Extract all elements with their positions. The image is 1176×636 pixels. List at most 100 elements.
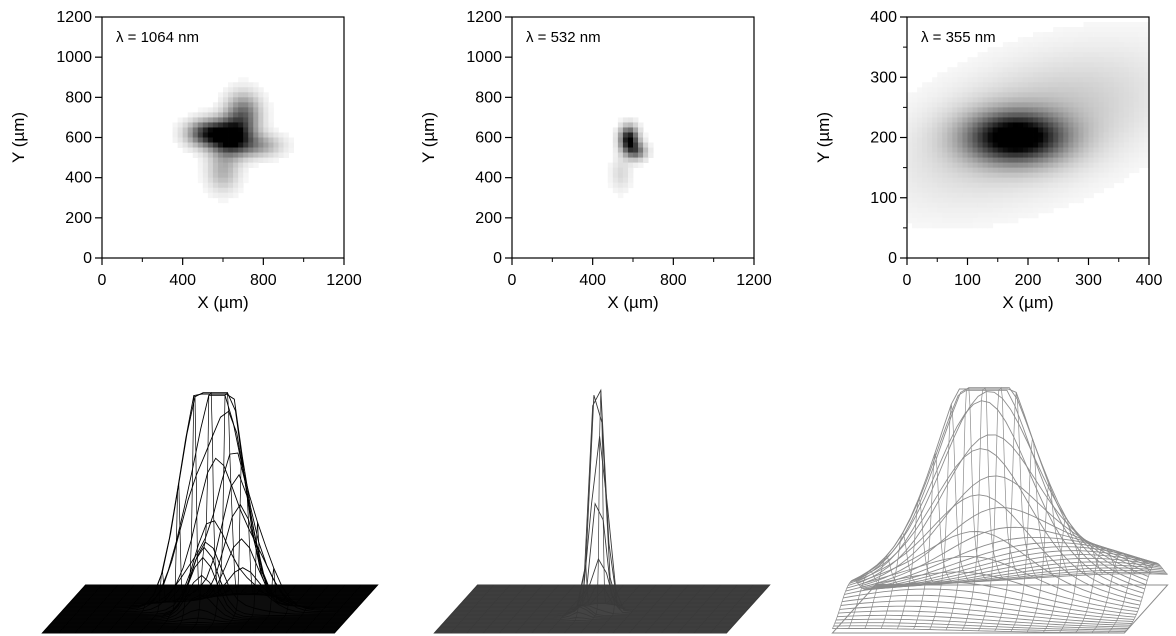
heatmap-cell	[942, 107, 948, 113]
heatmap-cell	[1058, 37, 1064, 43]
surface-line	[220, 457, 265, 634]
heatmap-cell	[1098, 177, 1105, 184]
heatmap-cell	[1088, 97, 1094, 103]
heatmap-cell	[223, 142, 229, 148]
heatmap-cell	[957, 147, 963, 153]
heatmap-cell	[1058, 42, 1064, 48]
surface-line	[171, 394, 216, 634]
heatmap-cell	[248, 82, 254, 88]
heatmap-cell	[1017, 212, 1024, 219]
heatmap-cell	[1058, 107, 1064, 113]
heatmap-cell	[927, 217, 933, 224]
heatmap-cell	[1053, 67, 1059, 73]
surface-line	[596, 584, 641, 634]
heatmap-cell	[962, 202, 968, 209]
heatmap-cell	[987, 187, 994, 194]
heatmap-cell	[228, 132, 234, 138]
heatmap-cell	[1093, 102, 1099, 108]
heatmap-cell	[617, 177, 624, 184]
heatmap-cell	[197, 142, 204, 148]
heatmap-cell	[202, 137, 209, 143]
heatmap-cell	[1028, 192, 1034, 199]
heatmap-cell	[1088, 137, 1094, 143]
heatmap-cell	[997, 177, 1004, 184]
heatmap-cell	[207, 172, 214, 179]
heatmap-cell	[1012, 137, 1019, 143]
heatmap-cell	[977, 97, 984, 103]
x-tick-label: 200	[1015, 272, 1042, 289]
heatmap-cell	[972, 187, 978, 194]
heatmap-cell	[1093, 67, 1099, 73]
heatmap-cell	[912, 177, 918, 184]
heatmap-cell	[1002, 97, 1009, 103]
heatmap-cell	[617, 157, 624, 163]
heatmap-cell	[238, 127, 244, 133]
heatmap-cell	[1133, 77, 1140, 83]
heatmap-cell	[987, 217, 994, 224]
heatmap-cell	[907, 127, 913, 133]
heatmap-cell	[1063, 202, 1069, 209]
heatmap-cell	[1063, 137, 1069, 143]
y-tick-label: 800	[65, 89, 92, 106]
heatmap-cell	[1022, 142, 1029, 148]
heatmap-cell	[1022, 47, 1029, 53]
heatmap-cell	[1043, 112, 1049, 118]
heatmap-cell	[268, 137, 274, 143]
heatmap-cell	[997, 47, 1004, 53]
heatmap-cell	[1053, 142, 1059, 148]
heatmap-cell	[1088, 52, 1094, 58]
heatmap-cell	[1118, 27, 1125, 33]
heatmap-cell	[987, 197, 994, 204]
heatmap-cell	[1133, 107, 1140, 113]
heatmap-cell	[1078, 117, 1084, 123]
heatmap-cell	[1123, 22, 1130, 28]
heatmap-cell	[1078, 42, 1084, 48]
heatmap-cell	[962, 107, 968, 113]
heatmap-cell	[258, 102, 264, 108]
heatmap-cell	[1103, 42, 1110, 48]
heatmap-cell	[1078, 182, 1084, 189]
heatmap-cell	[987, 142, 994, 148]
heatmap-cell	[1068, 197, 1074, 204]
heatmap-cell	[278, 132, 284, 138]
heatmap-cell	[197, 152, 204, 158]
heatmap-cell	[952, 97, 958, 103]
heatmap-cell	[957, 162, 963, 169]
heatmap-cell	[1043, 147, 1049, 153]
heatmap-cell	[912, 157, 918, 163]
x-tick-label: 0	[903, 272, 912, 289]
heatmap-cell	[617, 127, 624, 133]
heatmap-cell	[1043, 102, 1049, 108]
heatmap-cell	[1058, 32, 1064, 38]
heatmap-cell	[1113, 127, 1120, 133]
heatmap-cell	[197, 132, 204, 138]
heatmap-cell	[1007, 217, 1014, 224]
heatmap-cell	[607, 182, 614, 189]
surface-line	[978, 386, 1022, 631]
heatmap-cell	[1133, 167, 1140, 174]
heatmap-cell	[1103, 127, 1110, 133]
heatmap-cell	[1138, 87, 1145, 93]
heatmap-cell	[967, 57, 973, 63]
heatmap-cell	[927, 212, 933, 219]
heatmap-cell	[997, 117, 1004, 123]
heatmap-cell	[1108, 32, 1115, 38]
heatmap-cell	[982, 192, 989, 199]
heatmap-cell	[1028, 97, 1034, 103]
heatmap-cell	[1123, 132, 1130, 138]
heatmap-cell	[982, 97, 989, 103]
heatmap-cell	[243, 117, 249, 123]
heatmap-cell	[1053, 82, 1059, 88]
heatmap-cell	[1007, 157, 1014, 163]
heatmap-cell	[907, 187, 913, 194]
heatmap-cell	[1038, 147, 1044, 153]
heatmap-cell	[627, 167, 634, 174]
heatmap-cell	[917, 117, 923, 123]
heatmap-cell	[912, 97, 918, 103]
heatmap-cell	[1118, 117, 1125, 123]
heatmap-cell	[1017, 52, 1024, 58]
heatmap-cell	[207, 192, 214, 199]
heatmap-cell	[1103, 177, 1110, 184]
heatmap-cell	[962, 117, 968, 123]
heatmap-cell	[1123, 87, 1130, 93]
